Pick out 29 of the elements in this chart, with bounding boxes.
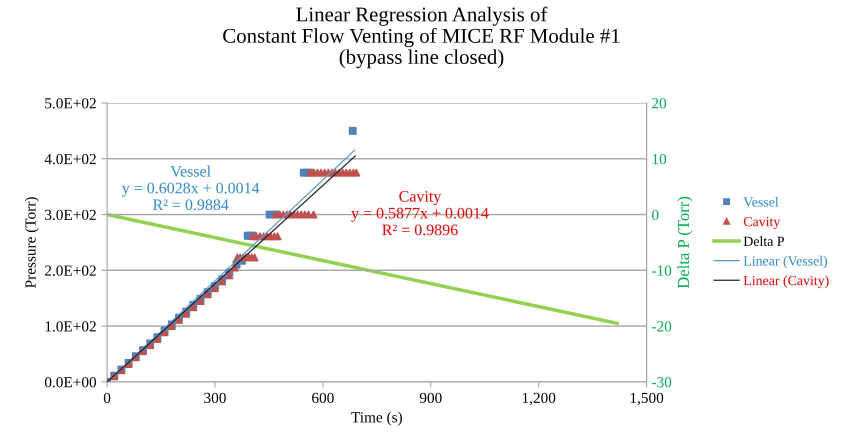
y2-tick-label: 0 xyxy=(652,210,658,220)
y-axis-title: Pressure (Torr) xyxy=(24,197,39,288)
x-tick-label: 300 xyxy=(204,392,226,404)
legend-label: Vessel xyxy=(743,196,778,207)
y2-axis-title: Delta P (Torr) xyxy=(677,196,692,288)
y-tick-label: 2.0E+02 xyxy=(44,265,96,276)
x-tick-label: 900 xyxy=(420,392,442,404)
legend-label: Cavity xyxy=(744,216,780,230)
y2-tick-label: -10 xyxy=(652,265,672,276)
y-tick-label: 0.0E+00 xyxy=(44,377,96,388)
y-tick-label: 4.0E+02 xyxy=(44,154,96,164)
y2-tick-label: -20 xyxy=(652,321,672,332)
chart-title: Linear Regression Analysis of Constant Flow Venting of MICE RF Module #1 (bypass line closed) xyxy=(223,6,620,68)
x-tick-label: 1,500 xyxy=(630,392,664,406)
legend-label: Linear (Vessel) xyxy=(744,256,828,268)
y-tick-label: 3.0E+02 xyxy=(45,210,96,220)
x-tick-label: 1,200 xyxy=(522,392,556,406)
x-axis-title: Time (s) xyxy=(351,412,402,426)
y2-tick-label: 20 xyxy=(652,98,666,108)
annotation: Vessel y = 0.6028x + 0.0014 R² = 0.9884 xyxy=(122,165,260,210)
x-tick-label: 600 xyxy=(312,392,334,404)
y-tick-label: 5.0E+02 xyxy=(45,98,96,109)
y2-tick-label: -30 xyxy=(652,377,672,388)
legend-label: Linear (Cavity) xyxy=(744,275,829,288)
annotation: Cavity y = 0.5877x + 0.0014 R² = 0.9896 xyxy=(351,191,489,236)
legend-label: Delta P xyxy=(744,236,784,246)
x-tick-label: 0 xyxy=(104,392,110,404)
y-tick-label: 1.0E+02 xyxy=(46,321,96,332)
y2-tick-label: 10 xyxy=(652,154,666,164)
